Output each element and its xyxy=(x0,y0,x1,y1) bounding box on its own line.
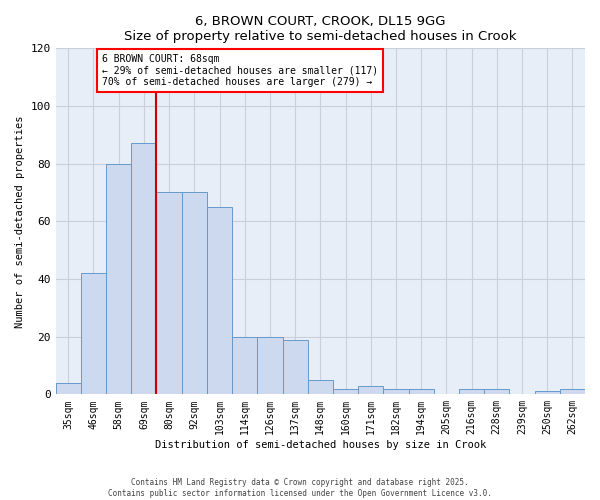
Bar xyxy=(157,192,182,394)
Bar xyxy=(459,388,484,394)
Bar xyxy=(182,192,207,394)
Bar xyxy=(333,388,358,394)
Bar xyxy=(56,383,81,394)
Y-axis label: Number of semi-detached properties: Number of semi-detached properties xyxy=(15,115,25,328)
Bar xyxy=(131,144,157,394)
Text: 6 BROWN COURT: 68sqm
← 29% of semi-detached houses are smaller (117)
70% of semi: 6 BROWN COURT: 68sqm ← 29% of semi-detac… xyxy=(102,54,379,86)
Bar xyxy=(358,386,383,394)
Bar xyxy=(484,388,509,394)
X-axis label: Distribution of semi-detached houses by size in Crook: Distribution of semi-detached houses by … xyxy=(155,440,486,450)
Bar xyxy=(409,388,434,394)
Bar xyxy=(560,388,585,394)
Bar xyxy=(308,380,333,394)
Bar xyxy=(535,392,560,394)
Bar xyxy=(106,164,131,394)
Bar xyxy=(81,273,106,394)
Bar xyxy=(257,336,283,394)
Title: 6, BROWN COURT, CROOK, DL15 9GG
Size of property relative to semi-detached house: 6, BROWN COURT, CROOK, DL15 9GG Size of … xyxy=(124,15,517,43)
Bar xyxy=(383,388,409,394)
Bar xyxy=(207,207,232,394)
Bar xyxy=(283,340,308,394)
Bar xyxy=(232,336,257,394)
Text: Contains HM Land Registry data © Crown copyright and database right 2025.
Contai: Contains HM Land Registry data © Crown c… xyxy=(108,478,492,498)
